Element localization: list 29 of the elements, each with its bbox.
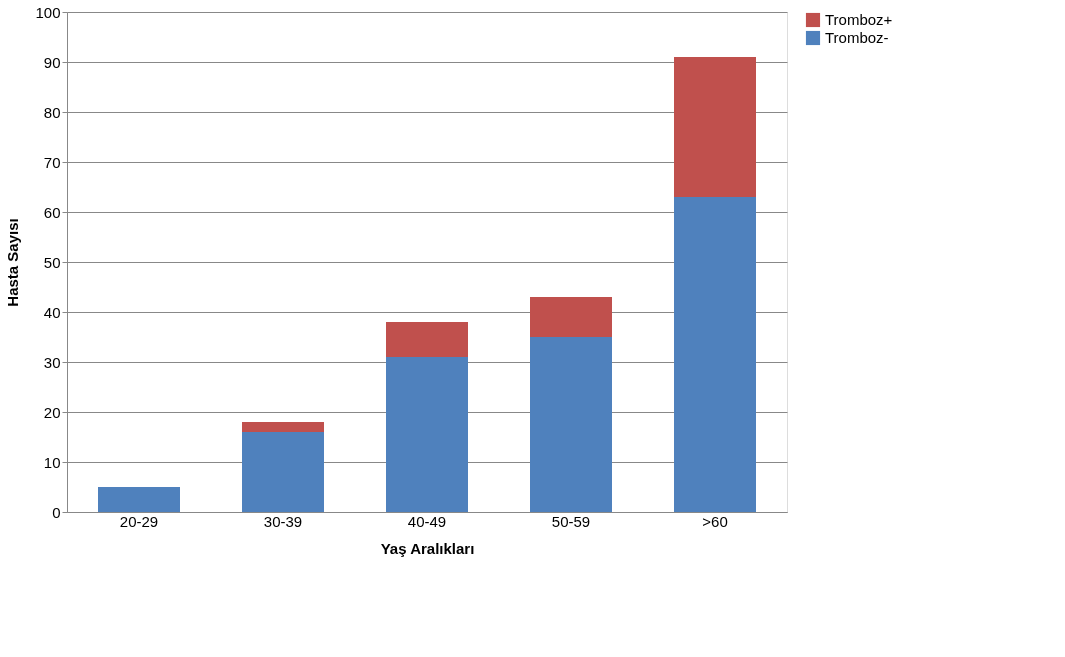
y-axis-title: Hasta Sayısı	[4, 218, 22, 307]
y-tick-label: 40	[43, 303, 61, 321]
y-tick-label: 10	[43, 453, 61, 471]
bar	[386, 322, 468, 357]
bar	[530, 297, 612, 337]
bar	[242, 422, 324, 432]
bar	[98, 487, 180, 512]
x-tick-label: >60	[702, 512, 728, 530]
x-axis-title: Yaş Aralıkları	[380, 539, 475, 557]
y-tick-label: 50	[43, 253, 61, 271]
x-tick-label: 40-49	[407, 512, 447, 530]
y-tick-label: 60	[43, 203, 61, 221]
legend-label: Tromboz+	[825, 11, 893, 28]
y-tick-label: 0	[52, 503, 61, 521]
y-tick-label: 20	[43, 403, 61, 421]
x-tick-label: 50-59	[551, 512, 591, 530]
y-tick-label: 70	[43, 153, 61, 171]
x-tick-label: 30-39	[263, 512, 303, 530]
y-tick-label: 90	[43, 53, 61, 71]
y-tick-label: 80	[43, 103, 61, 121]
legend-label: Tromboz-	[825, 29, 889, 46]
y-tick-label: 30	[43, 353, 61, 371]
bar	[530, 337, 612, 512]
bar	[674, 57, 756, 197]
y-tick-label: 100	[35, 3, 61, 21]
bar	[386, 357, 468, 512]
bar	[674, 197, 756, 512]
bar	[242, 432, 324, 512]
x-tick-label: 20-29	[119, 512, 159, 530]
